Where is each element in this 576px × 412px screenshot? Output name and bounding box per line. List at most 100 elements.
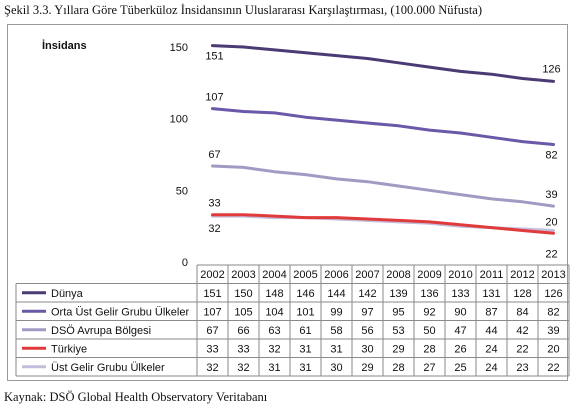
series-label-last: 39 — [545, 189, 557, 201]
table-cell: 67 — [206, 325, 218, 337]
series-label-last: 126 — [542, 63, 560, 75]
table-cell: 131 — [482, 288, 500, 300]
y-tick-label: 0 — [182, 257, 188, 269]
table-header-year: 2002 — [200, 269, 224, 281]
table-header-year: 2004 — [262, 269, 286, 281]
table-header-year: 2005 — [293, 269, 317, 281]
table-cell: 144 — [327, 288, 345, 300]
table-header-year: 2013 — [541, 269, 565, 281]
series-label-first: 33 — [208, 198, 220, 210]
table-cell: 39 — [547, 325, 559, 337]
table-cell: 33 — [206, 343, 218, 355]
table-cell: 22 — [547, 362, 559, 374]
legend-entry: Üst Gelir Grubu Ülkeler — [51, 362, 165, 374]
table-header-year: 2012 — [510, 269, 534, 281]
figure-caption: Şekil 3.3. Yıllara Göre Tüberküloz İnsid… — [4, 3, 483, 17]
table-cell: 56 — [361, 325, 373, 337]
table-cell: 142 — [358, 288, 376, 300]
table-cell: 32 — [237, 362, 249, 374]
table-header-year: 2007 — [355, 269, 379, 281]
table-cell: 95 — [392, 306, 404, 318]
table-cell: 25 — [454, 362, 466, 374]
series-line — [211, 107, 555, 146]
table-cell: 29 — [392, 343, 404, 355]
table-cell: 28 — [392, 362, 404, 374]
table-cell: 29 — [361, 362, 373, 374]
series-label-first: 32 — [208, 223, 220, 235]
table-cell: 99 — [330, 306, 342, 318]
table-header-year: 2008 — [386, 269, 410, 281]
table-cell: 58 — [330, 325, 342, 337]
table-cell: 87 — [485, 306, 497, 318]
table-cell: 66 — [237, 325, 249, 337]
table-cell: 150 — [234, 288, 252, 300]
table-cell: 146 — [296, 288, 314, 300]
table-cell: 33 — [237, 343, 249, 355]
table-header-year: 2009 — [417, 269, 441, 281]
table-cell: 82 — [547, 306, 559, 318]
table-cell: 20 — [547, 343, 559, 355]
table-cell: 136 — [420, 288, 438, 300]
table-cell: 126 — [544, 288, 562, 300]
table-cell: 24 — [485, 343, 497, 355]
table-cell: 30 — [330, 362, 342, 374]
table-header-year: 2003 — [231, 269, 255, 281]
table-cell: 31 — [299, 362, 311, 374]
table-cell: 32 — [268, 343, 280, 355]
table-cell: 28 — [423, 343, 435, 355]
table-cell: 104 — [265, 306, 283, 318]
table-header-year: 2010 — [448, 269, 472, 281]
series-label-first: 107 — [205, 92, 223, 104]
table-cell: 44 — [485, 325, 497, 337]
table-cell: 53 — [392, 325, 404, 337]
table-cell: 61 — [299, 325, 311, 337]
chart-frame — [7, 24, 568, 381]
table-cell: 27 — [423, 362, 435, 374]
table-header-year: 2011 — [480, 269, 504, 281]
table-cell: 31 — [330, 343, 342, 355]
table-header-year: 2006 — [324, 269, 348, 281]
table-cell: 31 — [268, 362, 280, 374]
table-cell: 151 — [203, 288, 221, 300]
y-axis-title: İnsidans — [42, 39, 87, 52]
table-cell: 101 — [296, 306, 314, 318]
y-tick-label: 150 — [170, 42, 188, 54]
table-cell: 26 — [454, 343, 466, 355]
y-tick-label: 100 — [170, 114, 188, 126]
series-label-last: 22 — [545, 248, 557, 260]
table-cell: 22 — [516, 343, 528, 355]
series-line — [211, 164, 555, 208]
table-cell: 31 — [299, 343, 311, 355]
table-cell: 24 — [485, 362, 497, 374]
table-cell: 42 — [516, 325, 528, 337]
table-cell: 128 — [513, 288, 531, 300]
series-label-last: 82 — [545, 149, 557, 161]
table-cell: 32 — [206, 362, 218, 374]
series-label-first: 67 — [208, 149, 220, 161]
legend-entry: Dünya — [51, 288, 84, 300]
table-cell: 105 — [234, 306, 252, 318]
table-cell: 139 — [389, 288, 407, 300]
y-tick-label: 50 — [176, 185, 188, 197]
series-label-first: 151 — [205, 51, 223, 63]
legend-entry: Türkiye — [51, 343, 87, 355]
table-cell: 97 — [361, 306, 373, 318]
table-cell: 107 — [203, 306, 221, 318]
source-note: Kaynak: DSÖ Global Health Observatory Ve… — [4, 390, 268, 404]
series-line — [211, 213, 555, 235]
table-cell: 133 — [451, 288, 469, 300]
table-cell: 30 — [361, 343, 373, 355]
table-cell: 63 — [268, 325, 280, 337]
table-cell: 50 — [423, 325, 435, 337]
table-cell: 148 — [265, 288, 283, 300]
series-label-last: 20 — [545, 216, 557, 228]
table-cell: 92 — [423, 306, 435, 318]
table-cell: 23 — [516, 362, 528, 374]
table-cell: 90 — [454, 306, 466, 318]
legend-entry: DSÖ Avrupa Bölgesi — [51, 325, 151, 337]
table-cell: 84 — [516, 306, 528, 318]
legend-entry: Orta Üst Gelir Grubu Ülkeler — [51, 306, 189, 318]
series-line — [211, 44, 555, 83]
table-cell: 47 — [454, 325, 466, 337]
